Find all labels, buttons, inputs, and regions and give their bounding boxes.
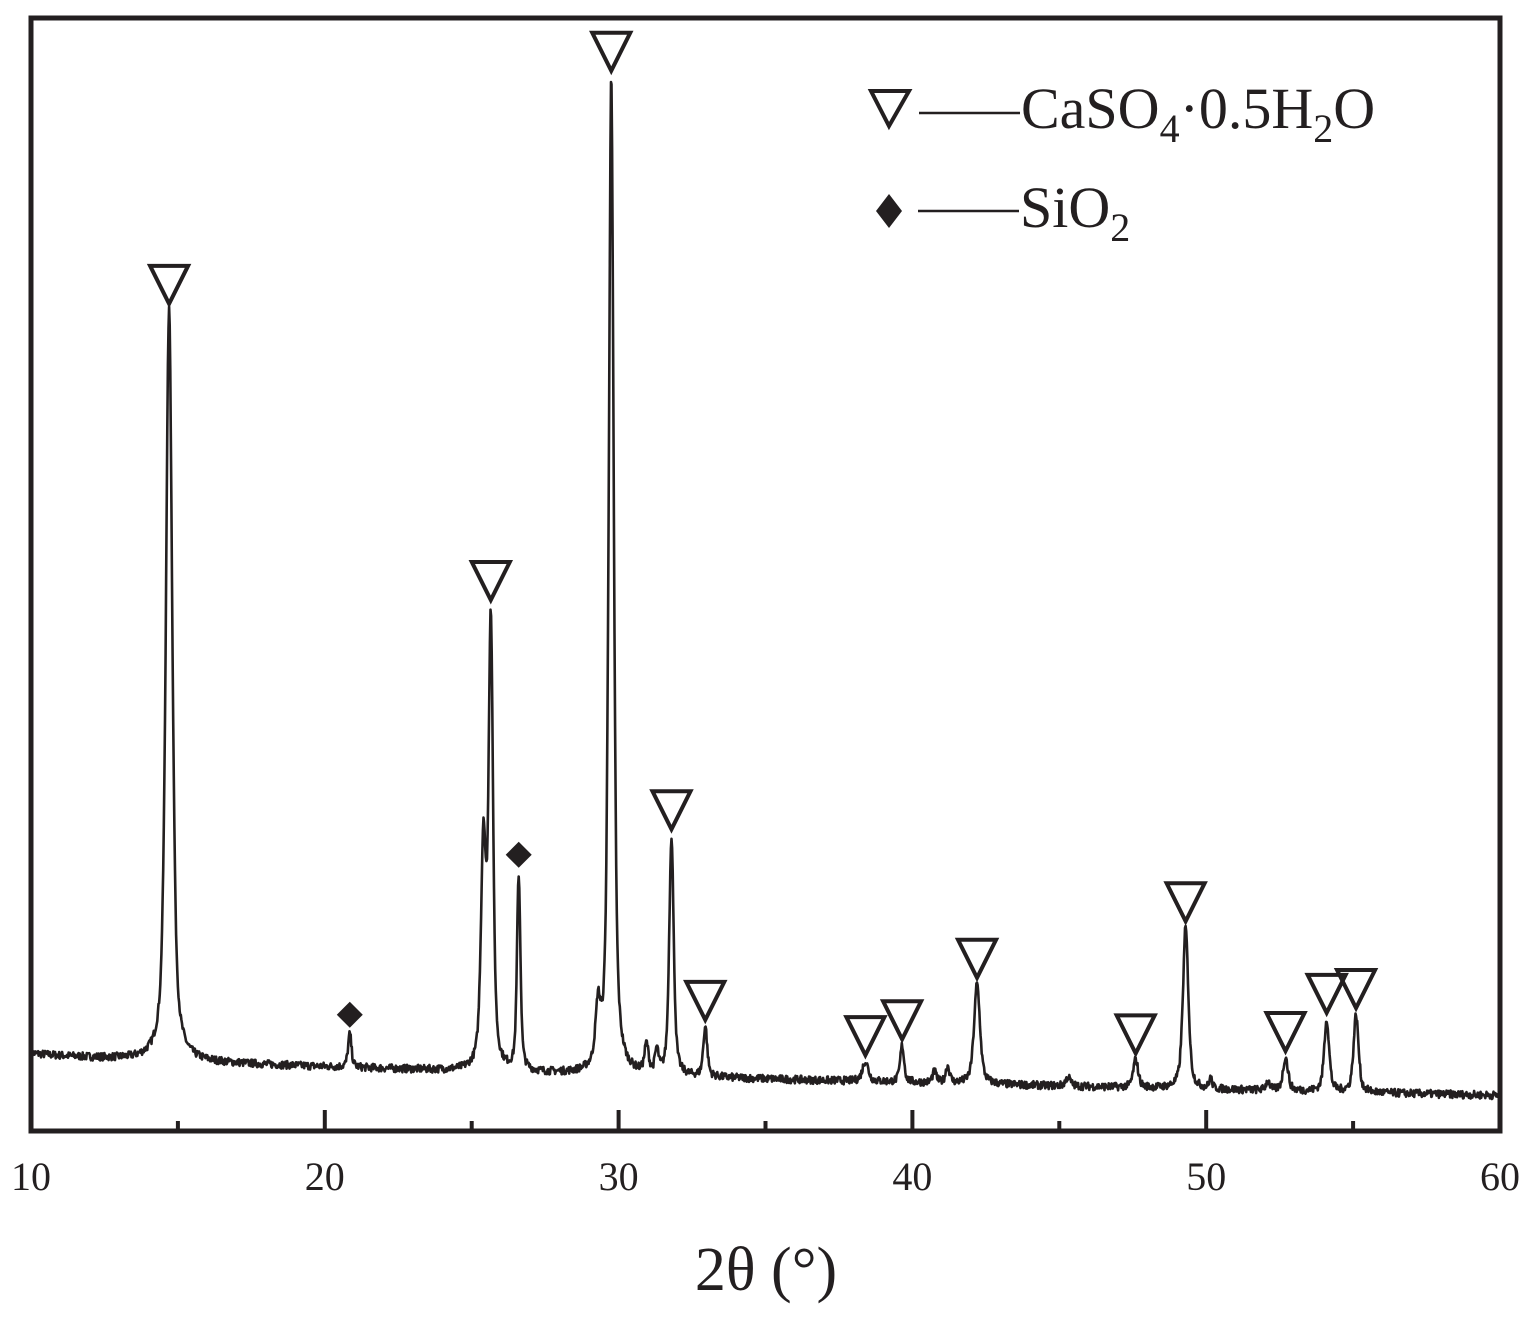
plot-frame [28, 15, 1503, 1134]
x-tick-label: 10 [11, 1154, 51, 1199]
x-tick-label: 20 [305, 1154, 345, 1199]
caso4-triangle-marker-icon [1113, 1013, 1158, 1058]
caso4-triangle-marker-icon [468, 559, 514, 605]
x-tick-label: 30 [599, 1154, 639, 1199]
x-axis-title: 2θ (°) [695, 1236, 837, 1304]
caso4-triangle-marker-icon [1333, 967, 1379, 1013]
open-down-triangle-icon [867, 89, 913, 131]
sio2-diamond-marker-icon [336, 1001, 363, 1028]
legend-label-caso4: CaSO4·0.5H2O [1021, 76, 1375, 151]
x-tick-label: 60 [1480, 1154, 1520, 1199]
sio2-diamond-marker-icon [505, 841, 532, 868]
x-tick-label: 50 [1186, 1154, 1226, 1199]
legend-item-sio2: SiO2 [876, 175, 1130, 250]
caso4-triangle-marker-icon [954, 937, 1000, 983]
caso4-triangle-marker-icon [589, 30, 634, 76]
caso4-triangle-marker-icon [683, 979, 728, 1025]
legend-label-sio2: SiO2 [1020, 175, 1130, 250]
xrd-trace-line [29, 80, 1502, 1101]
peak-markers [146, 30, 1379, 1060]
x-tick-label: 40 [892, 1154, 932, 1199]
caso4-triangle-marker-icon [1163, 881, 1208, 926]
filled-diamond-icon [876, 194, 902, 228]
caso4-triangle-marker-icon [843, 1015, 888, 1060]
plot-area [29, 30, 1502, 1101]
caso4-triangle-marker-icon [879, 999, 925, 1044]
caso4-triangle-marker-icon [1304, 972, 1349, 1018]
caso4-triangle-marker-icon [649, 789, 694, 834]
legend-item-caso4: CaSO4·0.5H2O [867, 76, 1375, 151]
x-axis-tick-labels: 10 20 30 40 50 60 [11, 1154, 1520, 1199]
caso4-triangle-marker-icon [146, 263, 192, 309]
legend: CaSO4·0.5H2O SiO2 [867, 76, 1375, 250]
caso4-triangle-marker-icon [1263, 1011, 1308, 1056]
x-axis-ticks [29, 1110, 1502, 1131]
